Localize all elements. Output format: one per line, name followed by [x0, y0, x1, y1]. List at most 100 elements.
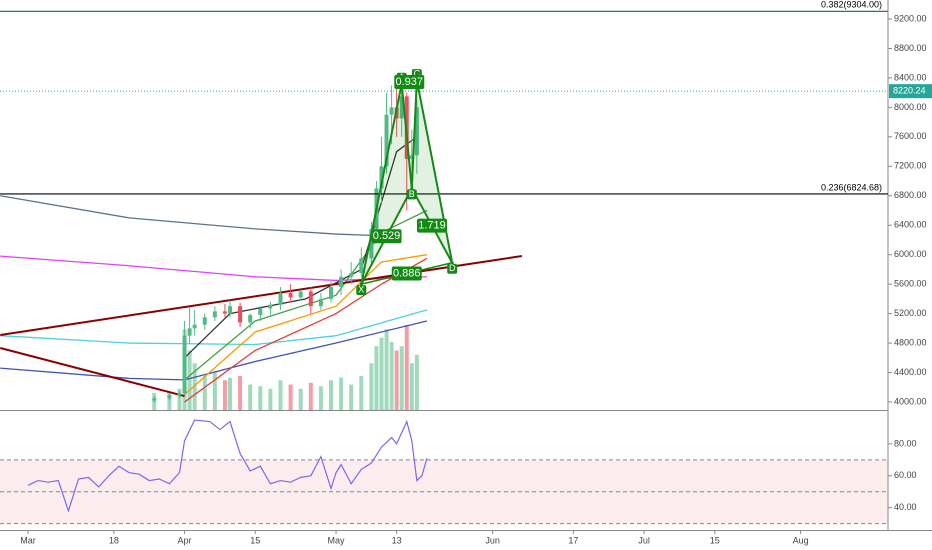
- candle-body: [349, 273, 354, 277]
- y-tick-label: 7200.00: [894, 161, 927, 171]
- moving-average: [0, 309, 428, 346]
- candle-body: [258, 308, 263, 316]
- fib-label: 0.236(6824.68): [821, 182, 882, 192]
- x-tick-label: Mar: [20, 535, 36, 545]
- pattern-label: C: [414, 69, 421, 79]
- volume-bar: [167, 391, 172, 410]
- y-tick-label: 4400.00: [894, 367, 927, 377]
- price-label: 8220.24: [893, 86, 926, 96]
- volume-bar: [222, 380, 227, 410]
- ratio-label-bg: [391, 266, 422, 281]
- candle-body: [414, 107, 419, 156]
- volume-bar: [328, 380, 333, 410]
- candle-body: [384, 114, 389, 167]
- volume-bar: [359, 376, 364, 410]
- pattern-label-bg: [356, 285, 367, 296]
- volume-bar: [349, 384, 354, 410]
- volume-bar: [404, 325, 409, 410]
- candle-body: [399, 96, 404, 119]
- y-tick-label: 8000.00: [894, 102, 927, 112]
- trendline: [0, 255, 523, 336]
- volume-bar: [394, 350, 399, 410]
- candle-body: [409, 155, 414, 159]
- rsi-tick-label: 40.00: [894, 502, 917, 512]
- pattern-point: [359, 282, 363, 286]
- volume-bar: [339, 377, 344, 410]
- pattern-label: D: [449, 263, 456, 273]
- x-tick-label: 17: [568, 535, 578, 545]
- volume-bar: [192, 363, 197, 410]
- volume-bar: [238, 376, 243, 410]
- volume-bar: [379, 337, 384, 410]
- volume-bar: [278, 380, 283, 410]
- trendline: [0, 347, 185, 398]
- volume-bar: [202, 376, 207, 410]
- x-tick-label: 15: [250, 535, 260, 545]
- candle-body: [288, 292, 293, 298]
- x-tick-label: May: [328, 535, 346, 545]
- volume-bar: [288, 384, 293, 410]
- moving-average: [184, 209, 428, 381]
- volume-bar: [258, 386, 263, 410]
- y-tick-label: 5200.00: [894, 308, 927, 318]
- candle-body: [227, 306, 232, 314]
- volume-bar: [414, 354, 419, 410]
- y-tick-label: 4000.00: [894, 396, 927, 406]
- ratio-label: 1.719: [418, 219, 446, 231]
- candle-body: [339, 276, 344, 288]
- candle-body: [222, 311, 227, 314]
- candle-body: [369, 228, 374, 259]
- x-tick-label: Aug: [793, 535, 809, 545]
- candle-body: [389, 107, 394, 115]
- pattern-label: X: [358, 285, 364, 295]
- candle-body: [152, 398, 157, 401]
- candle-body: [167, 395, 172, 399]
- x-tick-label: 18: [109, 535, 119, 545]
- volume-bar: [248, 384, 253, 410]
- ratio-label: 0.886: [393, 267, 421, 279]
- candle-body: [187, 328, 192, 336]
- volume-bar: [318, 386, 323, 410]
- pattern-label: B: [409, 189, 415, 199]
- pattern-point: [450, 261, 454, 265]
- ratio-label: 0.937: [396, 76, 424, 88]
- ratio-label-bg: [416, 218, 447, 233]
- candle-body: [248, 315, 253, 323]
- volume-bar: [389, 342, 394, 410]
- candle-body: [318, 298, 323, 307]
- candle-body: [177, 393, 182, 396]
- candle-body: [308, 291, 313, 307]
- volume-bar: [177, 388, 182, 410]
- volume-bar: [187, 350, 192, 410]
- volume-bar: [268, 388, 273, 410]
- candle-body: [278, 292, 283, 305]
- candle-body: [379, 166, 384, 189]
- pattern-label-bg: [447, 263, 458, 274]
- x-tick-label: Jun: [485, 535, 500, 545]
- moving-average: [0, 195, 397, 237]
- volume-bar: [308, 382, 313, 410]
- price-label-bg: [889, 84, 932, 99]
- candle-body: [238, 306, 243, 323]
- y-tick-label: 6000.00: [894, 249, 927, 259]
- y-tick-label: 5600.00: [894, 279, 927, 289]
- y-tick-label: 6400.00: [894, 220, 927, 230]
- y-tick-label: 4800.00: [894, 337, 927, 347]
- x-tick-label: Apr: [178, 535, 192, 545]
- y-tick-label: 8800.00: [894, 43, 927, 53]
- ratio-label: 0.529: [373, 230, 401, 242]
- moving-average: [184, 254, 428, 396]
- rsi-tick-label: 80.00: [894, 438, 917, 448]
- candle-body: [182, 335, 187, 394]
- candle-body: [328, 287, 333, 299]
- fib-label: 0.382(9304.00): [821, 0, 882, 10]
- x-tick-label: 13: [392, 535, 402, 545]
- y-tick-label: 6800.00: [894, 190, 927, 200]
- ratio-label-bg: [371, 229, 402, 244]
- x-tick-label: 15: [710, 535, 720, 545]
- volume-bar: [212, 371, 217, 410]
- candle-body: [202, 317, 207, 325]
- volume-bar: [227, 377, 232, 410]
- y-tick-label: 7600.00: [894, 131, 927, 141]
